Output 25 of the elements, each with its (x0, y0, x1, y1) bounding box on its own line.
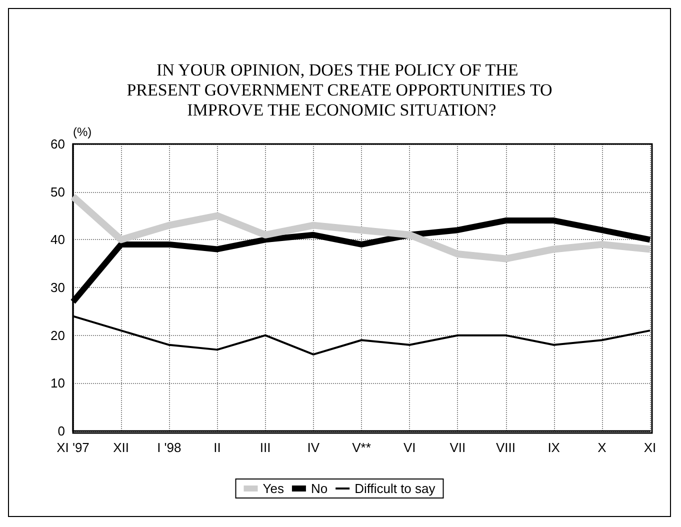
x-tick-label: VI (403, 440, 416, 455)
y-tick-label: 60 (50, 136, 65, 152)
x-tick-label: XII (113, 440, 130, 455)
chart-title: IN YOUR OPINION, DOES THE POLICY OF THE PRESENT GOVERNMENT CREATE OPPORTUNITIES TO IMPROVE THE ECONOMIC SITUATION? (126, 60, 552, 120)
y-tick-label: 0 (58, 424, 65, 438)
x-tick-label: XI (644, 440, 656, 455)
y-tick-label: 10 (50, 376, 65, 391)
x-tick-label: XI '97 (56, 440, 90, 455)
x-tick-label: X (598, 440, 607, 455)
y-tick-label: 20 (50, 328, 65, 343)
x-tick-label: II (214, 440, 221, 455)
y-tick-label: 50 (50, 184, 65, 200)
legend-label: Difficult to say (354, 481, 436, 496)
x-tick-label: V** (352, 440, 371, 455)
legend-label: Yes (262, 481, 284, 496)
x-tick-label: VIII (496, 440, 516, 455)
x-tick-label: VII (450, 440, 466, 455)
x-tick-label: IV (307, 440, 320, 455)
legend-label: No (310, 481, 328, 496)
y-axis-title: (%) (73, 125, 92, 139)
x-tick-label: IX (548, 440, 560, 455)
x-tick-label: I '98 (157, 440, 182, 455)
y-tick-label: 30 (50, 280, 65, 295)
y-tick-label: 40 (50, 232, 65, 248)
x-tick-label: III (260, 440, 271, 455)
